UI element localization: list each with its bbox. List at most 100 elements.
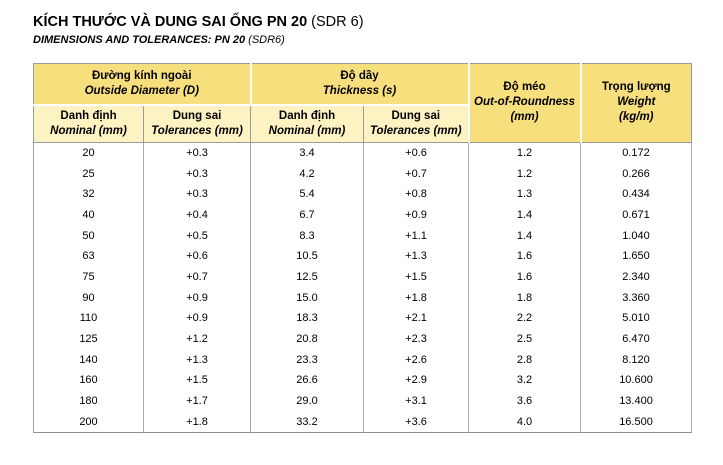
cell: 140	[33, 349, 144, 371]
cell: +1.8	[142, 411, 252, 433]
cell: +0.3	[142, 163, 252, 184]
table-row: 180 +1.7 29.0 +3.1 3.6 13.400	[33, 390, 693, 412]
cell: 4.2	[250, 163, 365, 184]
cell: 33.2	[250, 411, 365, 433]
cell: 20.8	[250, 328, 365, 350]
cell: 1.4	[468, 225, 582, 247]
cell: 12.5	[250, 266, 365, 288]
cell: 0.266	[580, 163, 693, 184]
col-group-outside-diameter: Đường kính ngoài Outside Diameter (D)	[32, 62, 252, 106]
cell: 63	[33, 246, 144, 267]
table-row: 200 +1.8 33.2 +3.6 4.0 16.500	[33, 411, 693, 433]
page-subtitle-suffix: (SDR6)	[245, 34, 285, 47]
dimensions-tolerances-table: Đường kính ngoài Outside Diameter (D) Độ…	[32, 62, 693, 434]
cell: 10.600	[580, 370, 693, 391]
col-header-out-of-roundness: Độ méo Out-of-Roundness (mm)	[467, 62, 582, 143]
cell: +1.5	[142, 370, 252, 391]
col-header-weight: Trọng lượng Weight (kg/m)	[579, 62, 693, 143]
table-row: 32 +0.3 5.4 +0.8 1.3 0.434	[33, 183, 693, 205]
cell: 200	[33, 411, 144, 433]
cell: 180	[33, 390, 144, 412]
table-row: 20 +0.3 3.4 +0.6 1.2 0.172	[33, 142, 693, 164]
col-header-od-nominal-en: Nominal (mm)	[50, 124, 127, 137]
cell: +0.6	[142, 246, 252, 267]
col-header-od-nominal: Danh định Nominal (mm)	[33, 104, 144, 143]
cell: 0.671	[580, 204, 693, 226]
cell: 8.3	[250, 225, 365, 247]
cell: +0.9	[142, 287, 252, 309]
cell: 125	[33, 328, 144, 350]
col-header-od-tolerance: Dung sai Tolerances (mm)	[142, 104, 252, 143]
cell: 3.2	[468, 370, 582, 391]
cell: 1.6	[468, 246, 582, 267]
table-row: 40 +0.4 6.7 +0.9 1.4 0.671	[33, 204, 693, 226]
col-header-out-of-roundness-unit: (mm)	[510, 111, 539, 124]
page-subtitle-bold: DIMENSIONS AND TOLERANCES: PN 20	[33, 34, 246, 47]
cell: 2.340	[580, 266, 693, 288]
table-header: Đường kính ngoài Outside Diameter (D) Độ…	[32, 62, 693, 143]
col-group-outside-diameter-en: Outside Diameter (D)	[84, 84, 199, 97]
cell: 1.650	[580, 246, 693, 267]
table-row: 50 +0.5 8.3 +1.1 1.4 1.040	[33, 225, 693, 247]
cell: 5.4	[250, 183, 365, 205]
col-header-thickness-nominal: Danh định Nominal (mm)	[250, 104, 365, 143]
cell: 3.360	[580, 287, 693, 309]
col-header-thickness-tolerance-vi: Dung sai	[391, 109, 441, 122]
cell: 13.400	[580, 390, 693, 412]
cell: +2.9	[363, 370, 470, 391]
cell: 2.2	[468, 308, 582, 329]
cell: 2.8	[468, 349, 582, 371]
cell: +0.5	[142, 225, 252, 247]
cell: 1.040	[580, 225, 693, 247]
cell: 29.0	[250, 390, 365, 412]
table-row: 25 +0.3 4.2 +0.7 1.2 0.266	[33, 163, 693, 184]
cell: +1.3	[363, 246, 470, 267]
cell: 26.6	[250, 370, 365, 391]
cell: +0.7	[142, 266, 252, 288]
cell: 1.4	[468, 204, 582, 226]
cell: 0.172	[580, 142, 693, 164]
cell: 1.2	[468, 142, 582, 164]
cell: +2.3	[363, 328, 470, 350]
cell: 0.434	[580, 183, 693, 205]
cell: 4.0	[468, 411, 582, 433]
cell: +3.1	[363, 390, 470, 412]
col-header-od-tolerance-en: Tolerances (mm)	[151, 124, 243, 137]
cell: 110	[33, 308, 144, 329]
cell: +2.1	[363, 308, 470, 329]
cell: 160	[33, 370, 144, 391]
cell: 18.3	[250, 308, 365, 329]
col-header-weight-unit: (kg/m)	[619, 111, 654, 124]
cell: 23.3	[250, 349, 365, 371]
cell: +0.9	[363, 204, 470, 226]
cell: 1.2	[468, 163, 582, 184]
cell: +1.7	[142, 390, 252, 412]
cell: 3.4	[250, 142, 365, 164]
cell: 32	[33, 183, 144, 205]
col-group-outside-diameter-vi: Đường kính ngoài	[91, 69, 192, 82]
table-row: 63 +0.6 10.5 +1.3 1.6 1.650	[33, 246, 693, 267]
col-header-thickness-nominal-vi: Danh định	[278, 109, 336, 122]
col-group-thickness-en: Thickness (s)	[322, 84, 397, 97]
cell: 16.500	[580, 411, 693, 433]
cell: +0.9	[142, 308, 252, 329]
cell: 40	[33, 204, 144, 226]
table-row: 160 +1.5 26.6 +2.9 3.2 10.600	[33, 370, 693, 391]
page-title: KÍCH THƯỚC VÀ DUNG SAI ỐNG PN 20 (SDR 6)	[33, 14, 691, 31]
cell: 6.470	[580, 328, 693, 350]
cell: 50	[33, 225, 144, 247]
cell: +1.2	[142, 328, 252, 350]
table-row: 90 +0.9 15.0 +1.8 1.8 3.360	[33, 287, 693, 309]
col-group-thickness-vi: Độ dầy	[340, 69, 379, 82]
cell: 6.7	[250, 204, 365, 226]
cell: 1.6	[468, 266, 582, 288]
col-group-thickness: Độ dầy Thickness (s)	[249, 62, 470, 106]
cell: +1.5	[363, 266, 470, 288]
cell: +1.3	[142, 349, 252, 371]
page-subtitle: DIMENSIONS AND TOLERANCES: PN 20 (SDR6)	[33, 34, 691, 47]
col-header-out-of-roundness-en: Out-of-Roundness	[474, 96, 575, 109]
col-header-weight-en: Weight	[617, 96, 656, 109]
cell: 15.0	[250, 287, 365, 309]
cell: 20	[33, 142, 144, 164]
